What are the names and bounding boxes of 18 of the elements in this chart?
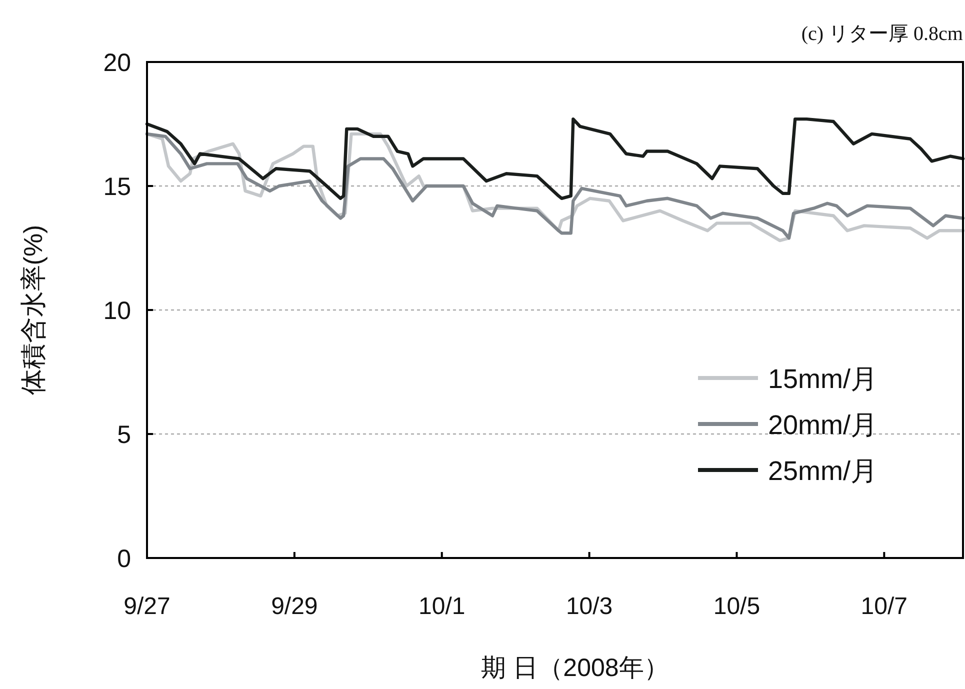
x-tick-label: 9/27 bbox=[124, 593, 170, 620]
legend-label: 15mm/月 bbox=[768, 364, 878, 394]
y-axis-title: 体積含水率(%) bbox=[18, 224, 48, 396]
x-tick-label: 10/1 bbox=[418, 593, 466, 620]
x-tick-label: 10/3 bbox=[566, 593, 613, 620]
x-tick-label: 10/7 bbox=[860, 593, 908, 620]
legend-label: 20mm/月 bbox=[768, 410, 878, 440]
line-series bbox=[145, 117, 965, 200]
x-axis-title: 期 日（2008年） bbox=[481, 654, 669, 682]
x-tick-label: 10/5 bbox=[713, 593, 760, 620]
x-tick-label: 9/29 bbox=[271, 593, 318, 620]
legend-label: 25mm/月 bbox=[768, 456, 878, 486]
y-tick-label: 20 bbox=[103, 49, 131, 77]
y-tick-label: 0 bbox=[117, 545, 131, 573]
y-tick-label: 10 bbox=[103, 297, 131, 325]
y-tick-label: 15 bbox=[103, 173, 131, 201]
y-tick-label: 5 bbox=[117, 421, 131, 449]
chart-title: (c) リター厚 0.8cm bbox=[801, 23, 964, 45]
